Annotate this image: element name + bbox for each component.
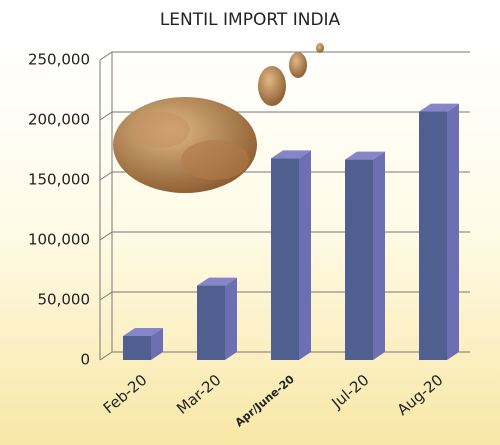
background [0,40,500,445]
bar-side [225,277,237,360]
y-tick-label: 50,000 [38,291,91,309]
y-tick-label: 250,000 [28,51,90,69]
bar [345,159,373,360]
bar-top [197,277,237,286]
y-tick-label: 200,000 [28,111,90,129]
lentil-image [113,43,324,193]
grid-line-side [99,51,113,61]
bar-top [419,103,459,112]
lentil-piece [316,43,324,53]
bar-side [299,150,311,360]
lentil-piece [289,52,307,78]
bar [197,285,225,360]
grid-line-side [99,171,113,181]
plot: 050,000100,000150,000200,000250,000Feb-2… [28,51,470,429]
bar-side [151,328,163,360]
bar-top [123,328,163,336]
bar-top [271,150,311,159]
grid-line-side [99,111,113,121]
y-tick-label: 100,000 [28,231,90,249]
lentil-piece [258,66,286,106]
grid-line-side [99,351,113,361]
bar-top [345,151,385,160]
grid-line-side [99,231,113,241]
chart-title: LENTIL IMPORT INDIA [160,10,341,30]
lentil-pile [181,140,249,180]
y-tick-label: 0 [80,351,90,369]
bar [123,336,151,360]
bar-side [447,103,459,360]
y-tick-label: 150,000 [28,171,90,189]
bar [271,158,299,360]
grid-line-side [99,291,113,301]
lentil-pile [130,112,190,148]
bar-side [373,151,385,360]
title-area [0,0,500,40]
bar [419,111,447,360]
